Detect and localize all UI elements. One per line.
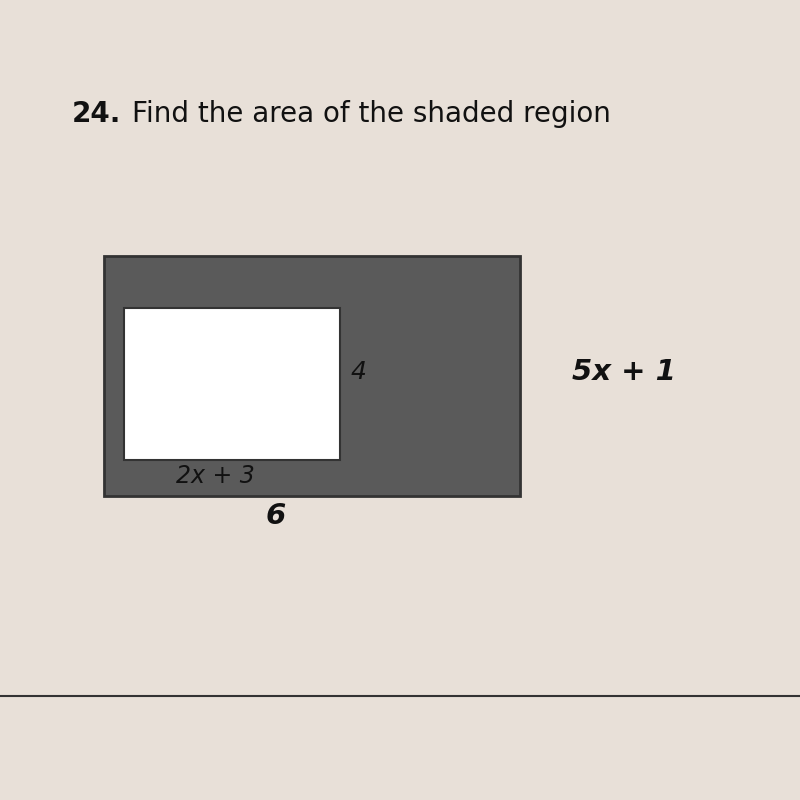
Bar: [104, 256, 520, 496]
Text: 4: 4: [350, 360, 366, 384]
Text: 5x + 1: 5x + 1: [572, 358, 676, 386]
Text: Find the area of the shaded region: Find the area of the shaded region: [132, 100, 611, 128]
Text: 24.: 24.: [72, 100, 122, 128]
Bar: [124, 308, 340, 460]
Text: 6: 6: [266, 502, 286, 530]
Text: 2x + 3: 2x + 3: [176, 464, 254, 488]
